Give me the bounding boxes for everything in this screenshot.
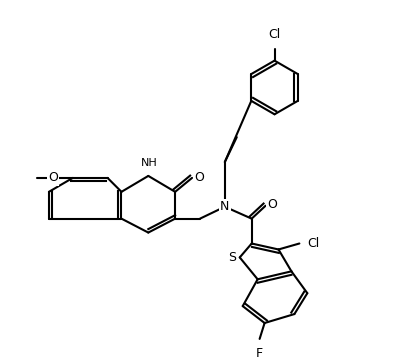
Text: S: S [228,251,236,264]
Text: O: O [48,171,58,184]
Text: Cl: Cl [268,28,281,41]
Text: F: F [256,347,263,360]
Text: NH: NH [141,158,158,168]
Text: O: O [194,171,204,184]
Text: Cl: Cl [307,237,320,250]
Text: O: O [268,198,278,211]
Text: N: N [220,200,230,213]
